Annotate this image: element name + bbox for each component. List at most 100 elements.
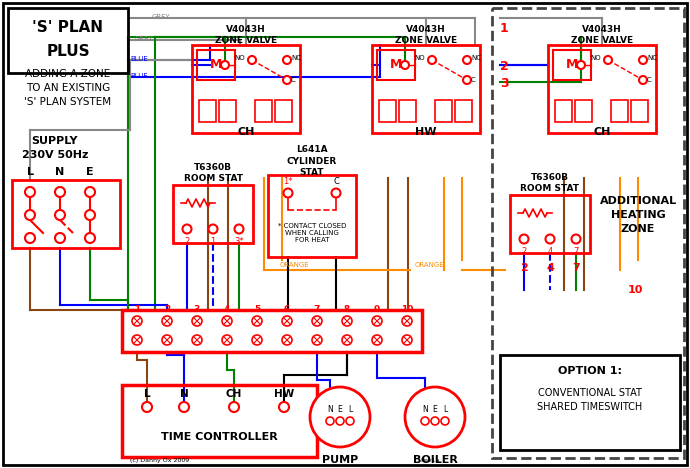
Bar bbox=[455, 100, 472, 122]
Circle shape bbox=[326, 417, 334, 425]
Circle shape bbox=[342, 335, 352, 345]
Circle shape bbox=[208, 225, 217, 234]
Circle shape bbox=[405, 387, 465, 447]
Circle shape bbox=[252, 316, 262, 326]
Circle shape bbox=[402, 335, 412, 345]
Circle shape bbox=[546, 234, 555, 243]
Text: CH: CH bbox=[237, 127, 255, 137]
Circle shape bbox=[604, 56, 612, 64]
Circle shape bbox=[431, 417, 439, 425]
Text: ADDING A ZONE
TO AN EXISTING
'S' PLAN SYSTEM: ADDING A ZONE TO AN EXISTING 'S' PLAN SY… bbox=[24, 69, 112, 107]
Bar bbox=[553, 50, 591, 80]
Text: NO: NO bbox=[235, 55, 245, 61]
Text: 4: 4 bbox=[546, 263, 554, 273]
Text: HW: HW bbox=[274, 389, 294, 399]
Bar bbox=[268, 175, 356, 257]
Circle shape bbox=[283, 56, 291, 64]
Bar bbox=[435, 100, 452, 122]
Circle shape bbox=[85, 210, 95, 220]
Circle shape bbox=[182, 225, 192, 234]
Text: ADDITIONAL
HEATING
ZONE: ADDITIONAL HEATING ZONE bbox=[600, 196, 677, 234]
Text: 9: 9 bbox=[374, 305, 380, 314]
Circle shape bbox=[229, 402, 239, 412]
Bar bbox=[399, 100, 416, 122]
Text: 3*: 3* bbox=[234, 237, 244, 246]
Circle shape bbox=[179, 402, 189, 412]
Text: CH: CH bbox=[593, 127, 611, 137]
Text: V4043H
ZONE VALVE: V4043H ZONE VALVE bbox=[395, 25, 457, 45]
Text: E: E bbox=[86, 167, 94, 177]
Text: 2: 2 bbox=[520, 263, 528, 273]
Circle shape bbox=[312, 335, 322, 345]
Circle shape bbox=[282, 335, 292, 345]
Text: HW: HW bbox=[415, 127, 437, 137]
Bar bbox=[199, 100, 216, 122]
Circle shape bbox=[192, 335, 202, 345]
Circle shape bbox=[162, 335, 172, 345]
Bar bbox=[173, 185, 253, 243]
Text: * CONTACT CLOSED
WHEN CALLING
FOR HEAT: * CONTACT CLOSED WHEN CALLING FOR HEAT bbox=[278, 222, 346, 243]
Circle shape bbox=[401, 61, 409, 69]
Circle shape bbox=[372, 335, 382, 345]
Text: CONVENTIONAL STAT
SHARED TIMESWITCH: CONVENTIONAL STAT SHARED TIMESWITCH bbox=[538, 388, 642, 412]
Text: T6360B
ROOM STAT: T6360B ROOM STAT bbox=[184, 163, 242, 183]
Text: BLUE: BLUE bbox=[130, 73, 148, 79]
Circle shape bbox=[310, 387, 370, 447]
Text: 2: 2 bbox=[522, 247, 526, 256]
Text: Rev1a: Rev1a bbox=[420, 458, 440, 463]
Circle shape bbox=[428, 56, 436, 64]
Text: 7: 7 bbox=[572, 263, 580, 273]
Text: 1: 1 bbox=[134, 305, 140, 314]
Text: PLUS: PLUS bbox=[46, 44, 90, 59]
Text: BOILER: BOILER bbox=[413, 455, 457, 465]
Text: M: M bbox=[390, 58, 402, 72]
Text: C: C bbox=[471, 77, 475, 83]
Text: C: C bbox=[333, 177, 339, 186]
Circle shape bbox=[142, 402, 152, 412]
Text: 2: 2 bbox=[164, 305, 170, 314]
Text: L641A
CYLINDER
STAT: L641A CYLINDER STAT bbox=[287, 146, 337, 176]
Text: 2: 2 bbox=[184, 237, 190, 246]
Text: NC: NC bbox=[291, 55, 301, 61]
Bar bbox=[611, 100, 628, 122]
Bar bbox=[275, 100, 292, 122]
Text: TIME CONTROLLER: TIME CONTROLLER bbox=[161, 432, 277, 442]
Bar bbox=[372, 45, 480, 133]
Bar bbox=[8, 8, 128, 73]
Circle shape bbox=[402, 316, 412, 326]
Circle shape bbox=[639, 76, 647, 84]
Text: 'S' PLAN: 'S' PLAN bbox=[32, 21, 104, 36]
Bar bbox=[197, 50, 235, 80]
Text: M: M bbox=[210, 58, 222, 72]
Circle shape bbox=[162, 316, 172, 326]
Text: SUPPLY
230V 50Hz: SUPPLY 230V 50Hz bbox=[22, 136, 88, 160]
Text: M: M bbox=[566, 58, 578, 72]
Circle shape bbox=[463, 76, 471, 84]
Text: 4: 4 bbox=[224, 305, 230, 314]
Text: 1: 1 bbox=[500, 22, 509, 35]
Circle shape bbox=[346, 417, 354, 425]
Circle shape bbox=[222, 335, 232, 345]
Text: 2: 2 bbox=[500, 60, 509, 73]
Text: NC: NC bbox=[471, 55, 481, 61]
Circle shape bbox=[342, 316, 352, 326]
Circle shape bbox=[421, 417, 429, 425]
Bar bbox=[500, 355, 680, 450]
Bar bbox=[122, 310, 422, 352]
Text: E: E bbox=[337, 404, 342, 414]
Circle shape bbox=[85, 187, 95, 197]
Text: 4: 4 bbox=[547, 247, 553, 256]
Circle shape bbox=[312, 316, 322, 326]
Bar bbox=[510, 195, 590, 253]
Circle shape bbox=[222, 316, 232, 326]
Bar bbox=[555, 100, 572, 122]
Text: ORANGE: ORANGE bbox=[280, 262, 310, 268]
Circle shape bbox=[463, 56, 471, 64]
Bar bbox=[192, 45, 300, 133]
Text: T6360B
ROOM STAT: T6360B ROOM STAT bbox=[520, 173, 580, 193]
Bar bbox=[379, 100, 396, 122]
Text: 1*: 1* bbox=[284, 177, 293, 186]
Text: L: L bbox=[26, 167, 34, 177]
Circle shape bbox=[520, 234, 529, 243]
Circle shape bbox=[284, 189, 293, 197]
